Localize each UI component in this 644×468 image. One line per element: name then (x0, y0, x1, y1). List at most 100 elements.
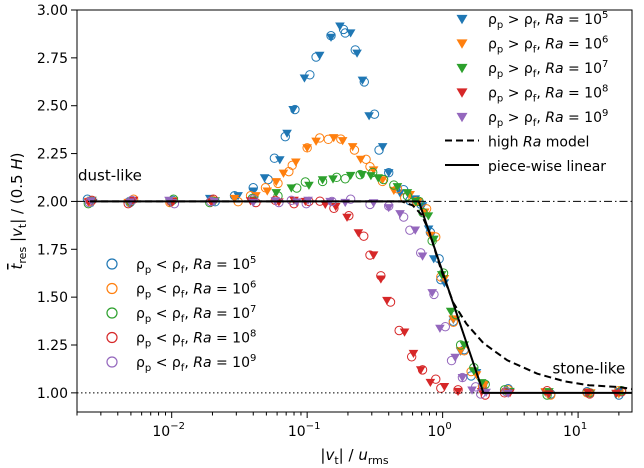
y-tick-label: 1.25 (37, 338, 68, 354)
annotations: dust-like stone-like (78, 166, 625, 377)
data-point-heavy (457, 373, 468, 383)
data-point-heavy (383, 169, 394, 178)
data-point-heavy (229, 194, 240, 203)
data-point-heavy (302, 144, 312, 153)
data-point-heavy (415, 366, 426, 375)
legend-label: ρp > ρf, Ra = 108 (488, 84, 608, 105)
data-point-heavy (395, 189, 405, 198)
data-point-heavy (373, 174, 383, 183)
data-point-heavy (271, 178, 282, 187)
data-point-heavy (278, 169, 289, 178)
data-point-heavy (392, 183, 403, 192)
data-point-heavy (395, 210, 405, 219)
data-point-heavy (353, 229, 364, 238)
legend-label: ρp < ρf, Ra = 108 (136, 329, 256, 350)
x-tick-label: 100 (428, 421, 452, 440)
data-point-heavy (335, 22, 345, 31)
legend-label: ρp > ρf, Ra = 105 (488, 10, 608, 31)
legend-entry: ρp < ρf, Ra = 106 (106, 280, 256, 301)
legend-entry: ρp > ρf, Ra = 109 (456, 108, 608, 129)
data-point-heavy (439, 382, 450, 392)
x-axis-label: |vt| / urms (320, 446, 388, 464)
data-point-heavy (262, 187, 273, 196)
legend-entry: ρp > ρf, Ra = 105 (456, 10, 608, 31)
legend-entry: ρp < ρf, Ra = 109 (106, 353, 256, 374)
data-point-heavy (248, 187, 259, 196)
legend-label: high Ra model (488, 135, 589, 151)
data-point-heavy (328, 175, 338, 184)
data-point-heavy (355, 155, 366, 164)
data-point-heavy (427, 289, 437, 298)
data-point-heavy (436, 271, 447, 280)
legend-marker (106, 307, 118, 319)
data-point-heavy (259, 174, 270, 183)
legend-marker (106, 356, 118, 368)
x-axis: 10−2 10−1 100 101 |vt| / urms (76, 412, 620, 467)
legend-marker (456, 14, 468, 25)
x-tick-label: 10−1 (288, 421, 321, 440)
data-point-heavy (347, 143, 358, 152)
legend-entry: high Ra model (445, 135, 589, 151)
y-tick-label: 3.00 (37, 3, 68, 19)
data-point-light (340, 174, 350, 184)
data-point-heavy (366, 172, 376, 181)
model-line-solid (90, 200, 632, 394)
legend-label: ρp < ρf, Ra = 106 (136, 280, 256, 301)
y-tick-label: 2.25 (37, 147, 68, 163)
data-point-heavy (345, 29, 356, 38)
legend-marker (106, 258, 118, 270)
legend-entry: ρp > ρf, Ra = 106 (456, 35, 608, 56)
legend-label: ρp < ρf, Ra = 107 (136, 304, 256, 325)
data-point-heavy (455, 347, 466, 356)
data-point-heavy (377, 143, 388, 152)
data-point-heavy (299, 74, 310, 83)
legend-label: ρp < ρf, Ra = 109 (136, 353, 256, 374)
data-point-heavy (364, 112, 374, 121)
data-point-heavy (448, 315, 459, 324)
legend-marker (106, 331, 118, 344)
data-point-heavy (345, 171, 356, 181)
data-point-heavy (330, 203, 341, 212)
legend-entry: ρp < ρf, Ra = 105 (106, 255, 256, 276)
data-point-heavy (376, 275, 386, 284)
data-point-heavy (326, 33, 336, 42)
plot-frame (76, 9, 633, 413)
data-point-light (359, 231, 369, 241)
data-point-heavy (467, 386, 477, 395)
legend-label: piece-wise linear (488, 159, 606, 175)
legend-entry: piece-wise linear (445, 159, 606, 175)
data-point-heavy (445, 307, 456, 316)
data-point-heavy (271, 189, 282, 198)
y-tick-label: 2.00 (37, 194, 68, 210)
reference-lines (77, 200, 632, 394)
legend-bottom: ρp < ρf, Ra = 105 ρp < ρf, Ra = 106 ρp < ρ… (106, 255, 256, 374)
y-tick-label: 2.75 (37, 51, 68, 67)
legend-entry: ρp > ρf, Ra = 108 (456, 84, 608, 105)
legend-marker (456, 63, 468, 74)
y-axis: 1.00 1.25 1.50 1.75 2.00 2.25 2.50 2.75 3.00 tres… (8, 3, 77, 402)
data-point-heavy (402, 189, 413, 198)
data-point-heavy (368, 251, 379, 260)
y-axis-label: tres |vt| / (0.5 H) (8, 153, 29, 270)
data-point-heavy (314, 51, 325, 60)
data-point-heavy (408, 349, 419, 359)
data-point-heavy (275, 156, 285, 165)
legend-entry: ρp < ρf, Ra = 108 (106, 329, 256, 350)
data-point-heavy (383, 204, 394, 213)
legend-marker (456, 112, 468, 123)
data-point-light (169, 198, 180, 209)
legend-top: ρp > ρf, Ra = 105 ρp > ρf, Ra = 106 ρp > ρ… (445, 10, 608, 175)
data-point-heavy (352, 49, 362, 58)
annotation-stone-like: stone-like (552, 360, 625, 378)
data-point-heavy (417, 252, 428, 261)
legend-label: ρp > ρf, Ra = 106 (488, 35, 608, 56)
legend-label: ρp > ρf, Ra = 107 (488, 59, 608, 80)
data-point-heavy (282, 129, 292, 138)
data-point-heavy (410, 226, 421, 235)
data-point-heavy (311, 137, 321, 146)
annotation-dust-like: dust-like (78, 166, 142, 184)
y-tick-label: 1.50 (37, 290, 68, 306)
data-point-heavy (425, 378, 436, 388)
